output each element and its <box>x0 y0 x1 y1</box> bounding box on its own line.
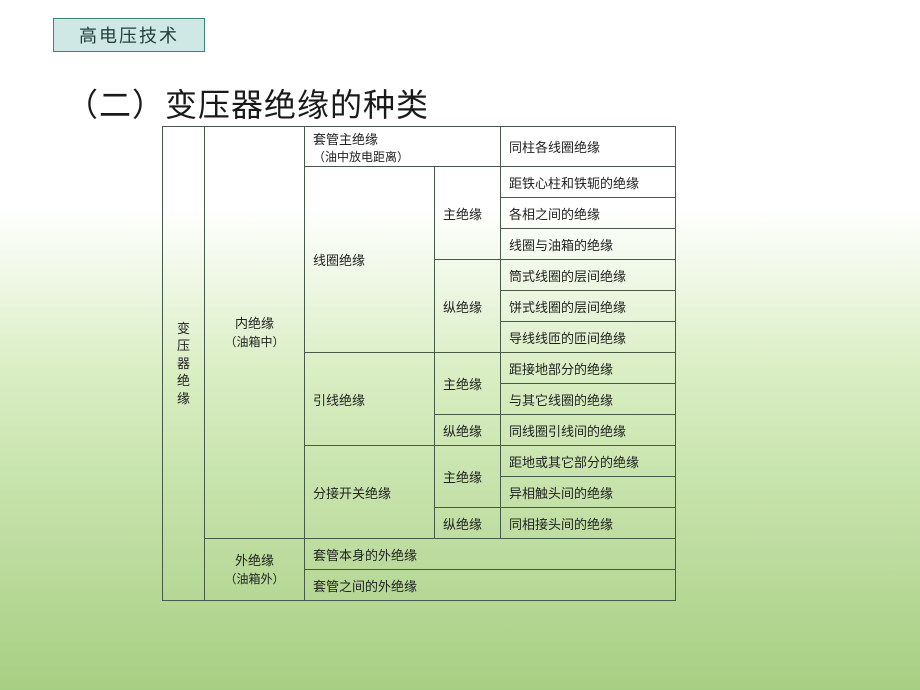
cell: 各相之间的绝缘 <box>501 198 676 229</box>
cell: 套管之间的外绝缘 <box>305 570 676 601</box>
coil-long-cell: 纵绝缘 <box>435 260 501 353</box>
cell: 线圈与油箱的绝缘 <box>501 229 676 260</box>
cell: 同线圈引线间的绝缘 <box>501 415 676 446</box>
same-column-coil-cell: 同柱各线圈绝缘 <box>501 127 676 167</box>
course-badge: 高电压技术 <box>53 18 205 52</box>
cell: 饼式线圈的层间绝缘 <box>501 291 676 322</box>
root-cell: 变压器绝缘 <box>163 127 205 601</box>
insulation-table: 变压器绝缘 内绝缘（油箱中） 套管主绝缘（油中放电距离） 同柱各线圈绝缘 线圈绝… <box>162 126 676 601</box>
outer-insulation-cell: 外绝缘（油箱外） <box>205 539 305 601</box>
lead-main-cell: 主绝缘 <box>435 353 501 415</box>
cell: 同相接头间的绝缘 <box>501 508 676 539</box>
cell: 导线线匝的匝间绝缘 <box>501 322 676 353</box>
cell: 与其它线圈的绝缘 <box>501 384 676 415</box>
cell: 距铁心柱和铁轭的绝缘 <box>501 167 676 198</box>
tap-switch-cell: 分接开关绝缘 <box>305 446 435 539</box>
cell: 距地或其它部分的绝缘 <box>501 446 676 477</box>
cell: 距接地部分的绝缘 <box>501 353 676 384</box>
bushing-main-cell: 套管主绝缘（油中放电距离） <box>305 127 501 167</box>
coil-main-cell: 主绝缘 <box>435 167 501 260</box>
tap-main-cell: 主绝缘 <box>435 446 501 508</box>
cell: 筒式线圈的层间绝缘 <box>501 260 676 291</box>
lead-insulation-cell: 引线绝缘 <box>305 353 435 446</box>
lead-long-cell: 纵绝缘 <box>435 415 501 446</box>
tap-long-cell: 纵绝缘 <box>435 508 501 539</box>
coil-insulation-cell: 线圈绝缘 <box>305 167 435 353</box>
cell: 套管本身的外绝缘 <box>305 539 676 570</box>
section-title: （二）变压器绝缘的种类 <box>66 80 429 126</box>
cell: 异相触头间的绝缘 <box>501 477 676 508</box>
inner-insulation-cell: 内绝缘（油箱中） <box>205 127 305 539</box>
